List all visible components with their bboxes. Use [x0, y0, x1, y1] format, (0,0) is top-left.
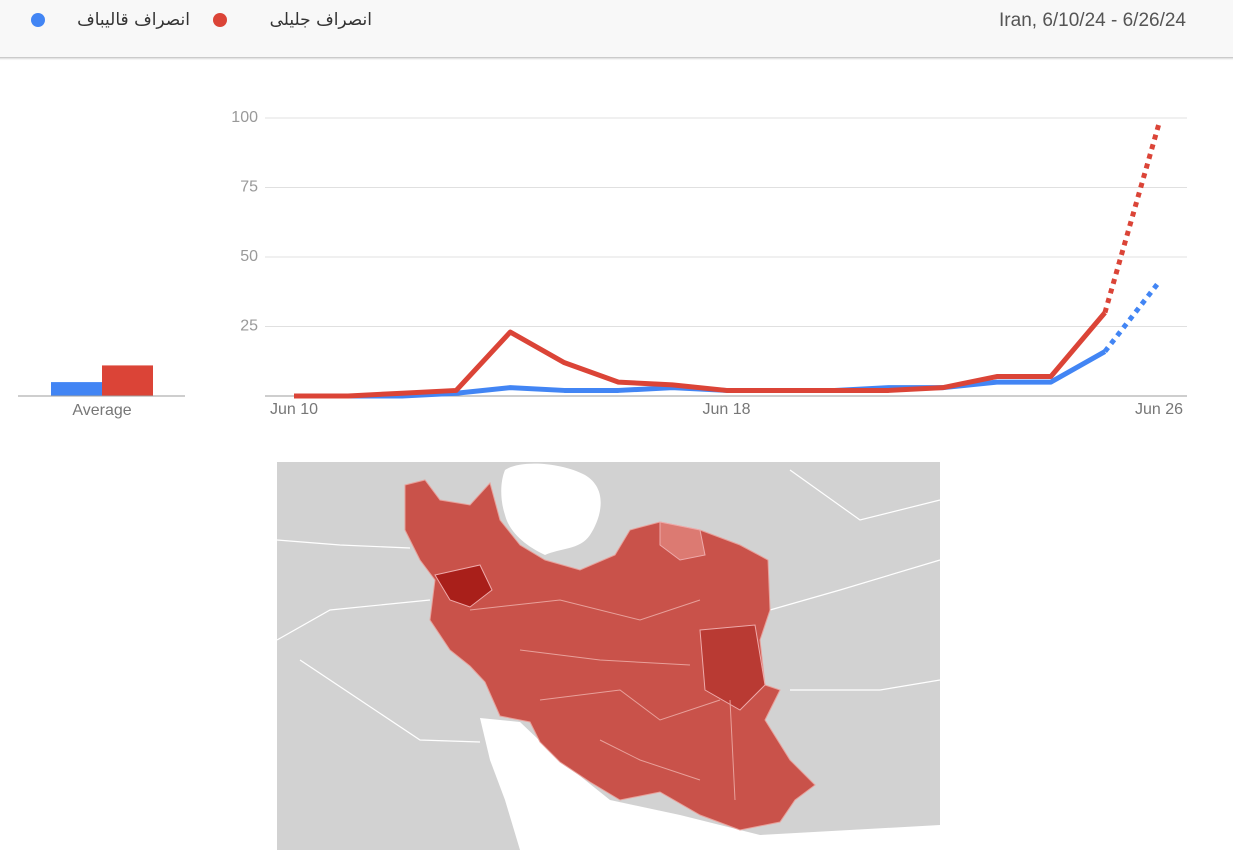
bar — [51, 382, 102, 396]
legend-marker — [213, 13, 227, 27]
line — [294, 310, 1107, 399]
borders — [276, 469, 941, 743]
y-tick-label: 50 — [240, 248, 258, 265]
caspian-sea — [501, 463, 601, 555]
y-tick-label: 75 — [240, 179, 258, 196]
gulf — [480, 718, 940, 850]
map — [276, 462, 941, 850]
x-tick-label: Jun 10 — [270, 401, 318, 418]
x-tick-label: Jun 18 — [702, 401, 750, 418]
x-tick-label: Jun 26 — [1135, 401, 1183, 418]
iran — [404, 479, 816, 831]
y-tick-label: 100 — [231, 109, 258, 126]
header-bar — [0, 0, 1233, 57]
province — [434, 564, 493, 608]
x-tick-label: Average — [72, 402, 131, 419]
partial-line — [1102, 122, 1162, 314]
province-borders — [469, 599, 736, 801]
province — [659, 521, 706, 561]
legend-label: انصراف قالیباف — [77, 10, 190, 30]
province — [699, 624, 766, 711]
legend-marker — [31, 13, 45, 27]
partial-line — [1102, 280, 1161, 354]
header-shadow — [0, 57, 1233, 61]
date-range: Iran, 6/10/24 - 6/26/24 — [999, 10, 1186, 31]
bar — [102, 365, 153, 396]
y-tick-label: 25 — [240, 318, 258, 335]
legend-label: انصراف جلیلی — [270, 10, 372, 30]
